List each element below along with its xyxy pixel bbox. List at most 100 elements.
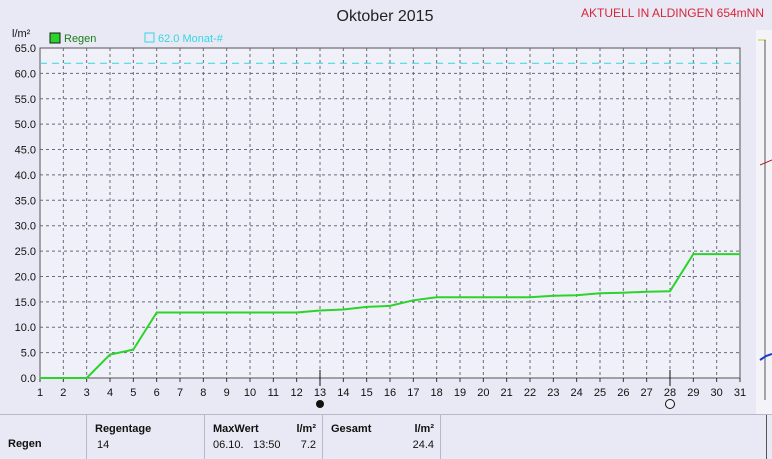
y-tick-label: 65.0: [15, 43, 36, 55]
x-tick-label: 11: [268, 387, 279, 399]
x-tick-label: 6: [154, 387, 160, 399]
series-point: [132, 348, 135, 351]
x-tick-label: 23: [547, 387, 559, 399]
maxwert-date: 06.10.: [213, 439, 244, 451]
stats-row-label-cell: Regen: [0, 415, 87, 459]
x-tick-label: 12: [291, 387, 303, 399]
series-point: [692, 253, 695, 255]
series-point: [482, 296, 485, 299]
x-tick-label: 3: [84, 387, 90, 399]
series-point: [295, 311, 298, 314]
x-tick-label: 24: [571, 387, 583, 399]
x-tick-label: 30: [711, 387, 723, 399]
side-panel-trace-blue: [759, 353, 772, 361]
y-tick-label: 5.0: [21, 348, 36, 360]
series-point: [739, 253, 741, 255]
series-point: [342, 308, 345, 311]
regentage-cell: Regentage 14: [87, 415, 205, 459]
series-point: [85, 377, 88, 379]
x-tick-label: 10: [244, 387, 256, 399]
x-tick-label: 7: [177, 387, 183, 399]
maxwert-time: 13:50: [253, 439, 281, 451]
y-tick-label: 10.0: [15, 322, 36, 334]
y-tick-label: 55.0: [15, 94, 36, 106]
marker-filled-circle: [316, 400, 324, 408]
stats-panel: Regen Regentage 14 MaxWert l/m² 06.10. 1…: [0, 414, 772, 459]
gesamt-label: Gesamt: [331, 423, 372, 435]
side-panel-axis-lower: [766, 415, 767, 459]
stats-row-label: Regen: [8, 438, 42, 450]
x-tick-label: 16: [384, 387, 396, 399]
axis-ticks: 0.0 5.0 10.0 15.0 20.0 25.0 30.0 35.0 40.0 45.0 50…: [15, 43, 747, 399]
x-tick-label: 20: [477, 387, 489, 399]
series-point: [109, 353, 111, 356]
y-tick-label: 40.0: [15, 170, 36, 182]
side-panel: [756, 30, 772, 414]
legend-label-reference: 62.0 Monat-#: [158, 33, 224, 45]
x-tick-label: 15: [361, 387, 373, 399]
series-points: [39, 253, 741, 379]
gesamt-cell: Gesamt l/m² 24.4: [323, 415, 441, 459]
y-tick-label: 35.0: [15, 195, 36, 207]
y-tick-label: 20.0: [15, 271, 36, 283]
series-point: [155, 311, 158, 314]
y-axis-unit: l/m²: [12, 28, 31, 40]
series-point: [599, 292, 601, 295]
series-point: [319, 309, 321, 312]
legend-swatch-reference: [144, 32, 155, 43]
series-point: [412, 299, 415, 302]
gesamt-unit: l/m²: [414, 423, 434, 435]
y-tick-label: 45.0: [15, 145, 36, 157]
legend-swatch-regen: [49, 32, 61, 44]
regentage-label: Regentage: [95, 423, 152, 435]
x-tick-label: 5: [130, 387, 136, 399]
status-text: AKTUELL IN ALDINGEN 654mNN: [581, 6, 764, 20]
x-tick-label: 19: [454, 387, 466, 399]
series-point: [389, 305, 391, 307]
regentage-value: 14: [97, 439, 110, 451]
series-point: [365, 306, 368, 308]
x-tick-label: 28: [664, 387, 676, 399]
x-tick-label: 18: [431, 387, 443, 399]
series-point: [645, 290, 648, 293]
y-tick-label: 15.0: [15, 297, 36, 309]
marker-open-circle: [665, 399, 675, 409]
x-tick-label: 21: [501, 387, 513, 399]
series-point: [575, 294, 578, 297]
x-tick-label: 2: [60, 387, 66, 399]
series-point: [715, 253, 718, 255]
series-point: [459, 296, 461, 299]
y-tick-label: 50.0: [15, 119, 36, 131]
x-tick-label: 4: [107, 387, 113, 399]
x-tick-label: 8: [200, 387, 206, 399]
maxwert-value: 7.2: [300, 439, 316, 451]
legend-label-regen: Regen: [64, 33, 96, 45]
x-tick-label: 22: [524, 387, 536, 399]
x-tick-label: 26: [617, 387, 629, 399]
x-tick-label: 31: [734, 387, 746, 399]
maxwert-cell: MaxWert l/m² 06.10. 13:50 7.2: [205, 415, 323, 459]
x-tick-label: 17: [407, 387, 419, 399]
series-point: [505, 296, 508, 299]
series-point: [435, 296, 438, 299]
chart-title: Oktober 2015: [337, 8, 434, 25]
rain-chart: Oktober 2015 AKTUELL IN ALDINGEN 654mNN …: [12, 6, 772, 414]
x-tick-label: 25: [594, 387, 606, 399]
series-point: [552, 294, 555, 297]
maxwert-label: MaxWert: [213, 423, 259, 435]
series-point: [622, 291, 625, 294]
y-tick-label: 60.0: [15, 68, 36, 80]
side-panel-trace-red: [759, 159, 772, 166]
y-tick-label: 25.0: [15, 246, 36, 258]
series-point: [529, 296, 531, 299]
maxwert-unit: l/m²: [296, 423, 316, 435]
x-tick-label: 14: [337, 387, 349, 399]
gesamt-value: 24.4: [412, 439, 434, 451]
y-tick-label: 30.0: [15, 221, 36, 233]
x-tick-label: 27: [641, 387, 653, 399]
series-point: [669, 290, 671, 292]
day-markers: [316, 370, 675, 409]
x-tick-label: 9: [224, 387, 230, 399]
x-tick-label: 29: [687, 387, 699, 399]
series-point: [39, 377, 41, 379]
